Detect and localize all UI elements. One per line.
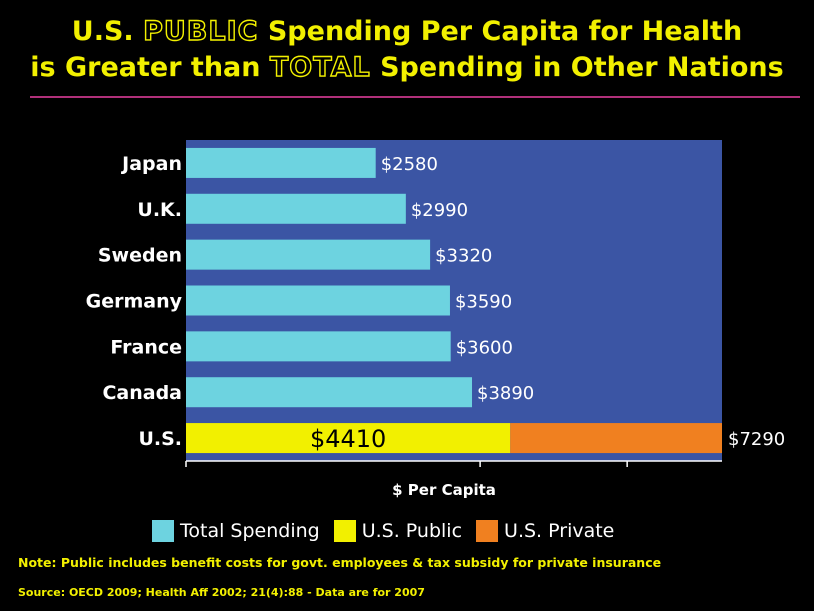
x-axis-label: $ Per Capita <box>392 481 496 499</box>
legend-swatch-total <box>152 520 174 542</box>
title-text: U.S. <box>71 16 144 47</box>
legend: Total Spending U.S. Public U.S. Private <box>152 518 628 544</box>
data-label-us-public: $4410 <box>310 425 386 453</box>
title-text: Spending in Other Nations <box>370 52 784 83</box>
legend-label-public: U.S. Public <box>361 520 463 542</box>
bar-total-spending <box>186 147 376 178</box>
category-label: Sweden <box>98 245 182 267</box>
data-label: $3320 <box>435 246 492 267</box>
data-label-us-total: $7290 <box>728 429 785 450</box>
legend-swatch-private <box>476 520 499 542</box>
title-text: Spending Per Capita for Health <box>258 16 743 47</box>
data-label: $2990 <box>411 200 468 221</box>
bar-total-spending <box>186 377 473 408</box>
data-label: $3890 <box>477 383 534 404</box>
bar-us-public <box>186 423 511 454</box>
category-label: U.K. <box>137 199 182 221</box>
legend-item-private: U.S. Private <box>476 520 614 542</box>
bar-total-spending <box>186 239 431 270</box>
title-line-2: is Greater than TOTAL Spending in Other … <box>0 50 814 86</box>
title-divider <box>30 96 800 98</box>
title-emphasis-total: TOTAL <box>269 51 371 83</box>
source-citation: Source: OECD 2009; Health Aff 2002; 21(4… <box>18 586 425 599</box>
title-emphasis-public: PUBLIC <box>142 15 259 47</box>
data-label: $2580 <box>381 154 438 175</box>
data-label: $3600 <box>456 337 513 358</box>
legend-label-total: Total Spending <box>180 520 320 542</box>
legend-item-total: Total Spending <box>152 520 320 542</box>
data-label: $3590 <box>455 292 512 313</box>
category-label: France <box>110 336 182 358</box>
bar-total-spending <box>186 331 451 362</box>
bar-total-spending <box>186 285 450 316</box>
category-label: Canada <box>102 382 182 404</box>
chart-title: U.S. PUBLIC Spending Per Capita for Heal… <box>0 14 814 86</box>
legend-label-private: U.S. Private <box>504 520 615 542</box>
title-line-1: U.S. PUBLIC Spending Per Capita for Heal… <box>0 14 814 50</box>
bar-us-private <box>510 423 722 454</box>
bar-total-spending <box>186 193 406 224</box>
legend-swatch-public <box>333 520 356 542</box>
footnote: Note: Public includes benefit costs for … <box>18 555 662 570</box>
category-label: Germany <box>86 291 183 313</box>
category-label: U.S. <box>138 428 182 450</box>
legend-item-public: U.S. Public <box>333 520 463 542</box>
category-label: Japan <box>120 153 182 175</box>
title-text: is Greater than <box>30 52 270 83</box>
